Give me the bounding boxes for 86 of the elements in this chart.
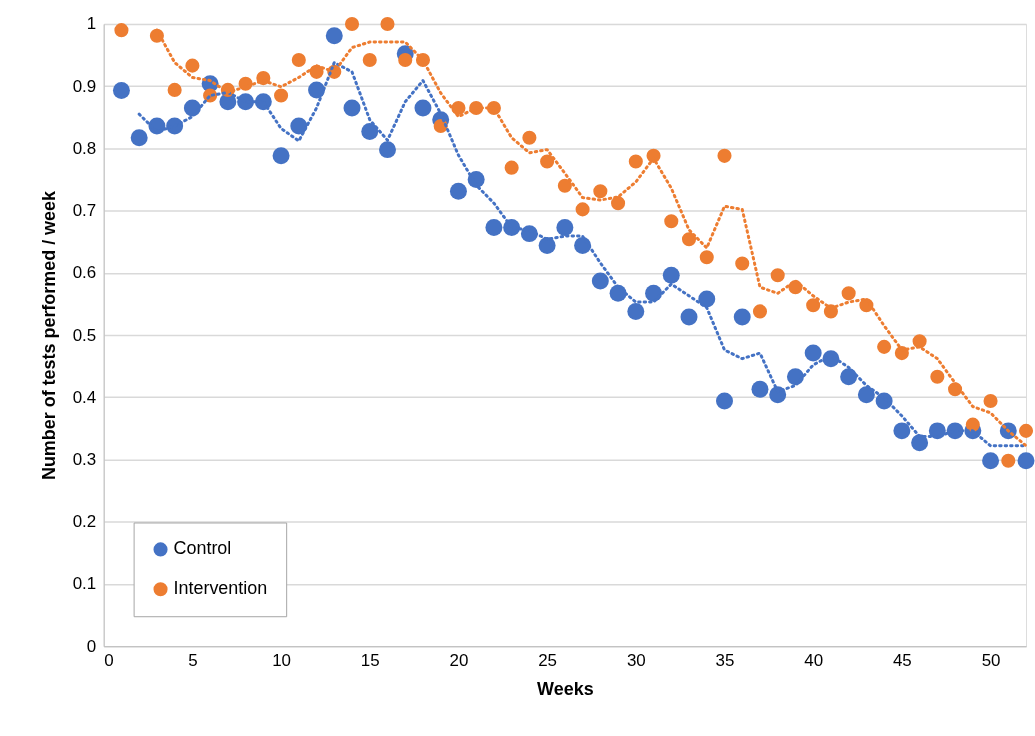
point [965,417,980,432]
x-tick-label: 35 [715,650,735,670]
point [522,130,537,145]
point [733,308,751,326]
point [291,53,306,68]
point [593,184,608,199]
y-tick-label: 0.7 [72,201,97,221]
point [538,236,556,254]
point [272,147,290,165]
point [751,380,769,398]
point [681,232,697,247]
y-tick-label: 0.2 [72,512,97,532]
x-tick-label: 0 [104,650,114,670]
point [804,344,822,362]
y-tick-label: 0.1 [72,574,97,594]
point [556,218,574,236]
point [274,88,289,103]
point [893,422,911,440]
point [806,298,821,313]
point [1001,453,1016,468]
x-tick-label: 5 [188,650,198,670]
point [611,196,626,211]
point [662,266,680,284]
point [362,53,377,68]
point [344,16,360,31]
point [449,182,467,200]
point [982,452,1000,470]
point [167,82,182,97]
point [343,99,361,117]
point [114,23,129,38]
y-tick-label: 0.8 [72,138,97,158]
legend-label: Intervention [173,578,268,599]
point [716,392,733,410]
point [699,250,714,265]
x-tick-label: 50 [981,650,1001,670]
y-tick-label: 0 [86,636,97,656]
point [540,154,555,169]
point [485,218,503,236]
x-axis-title: Weeks [537,678,594,699]
point [575,202,590,217]
point [717,148,732,163]
x-tick-label: 40 [804,650,824,670]
y-tick-label: 0.3 [72,449,97,469]
x-tick-label: 45 [892,650,912,670]
point [1017,452,1035,470]
point [735,256,750,271]
point [325,27,343,45]
point [983,393,998,409]
y-tick-label: 1 [86,14,97,34]
x-tick-label: 25 [538,650,558,670]
point [627,302,645,320]
legend-label: Control [173,538,232,559]
point [414,99,432,117]
point [911,434,929,452]
point [380,16,395,31]
y-tick-label: 0.9 [72,76,97,96]
x-tick-label: 20 [449,650,469,670]
y-tick-label: 0.5 [72,325,97,345]
point [680,308,698,326]
x-tick-label: 15 [360,650,380,670]
point [698,290,716,308]
point [770,268,785,283]
point [130,129,148,147]
x-tick-label: 30 [626,650,646,670]
point [912,334,927,349]
point [628,154,643,169]
point [857,386,875,404]
point [361,123,379,141]
point [752,304,768,319]
point [504,160,519,175]
point [1018,423,1034,438]
y-tick-label: 0.6 [72,263,97,283]
point [112,82,130,99]
point [840,368,858,386]
point [379,141,396,159]
point [841,286,856,301]
x-tick-label: 10 [272,650,291,670]
y-tick-label: 0.4 [72,387,97,407]
point [557,178,572,193]
point [591,272,609,290]
point [185,58,200,73]
point [664,214,679,229]
y-axis-title: Number of tests performed / week [38,190,59,481]
point [930,369,945,384]
point [398,53,413,68]
point [877,339,892,354]
